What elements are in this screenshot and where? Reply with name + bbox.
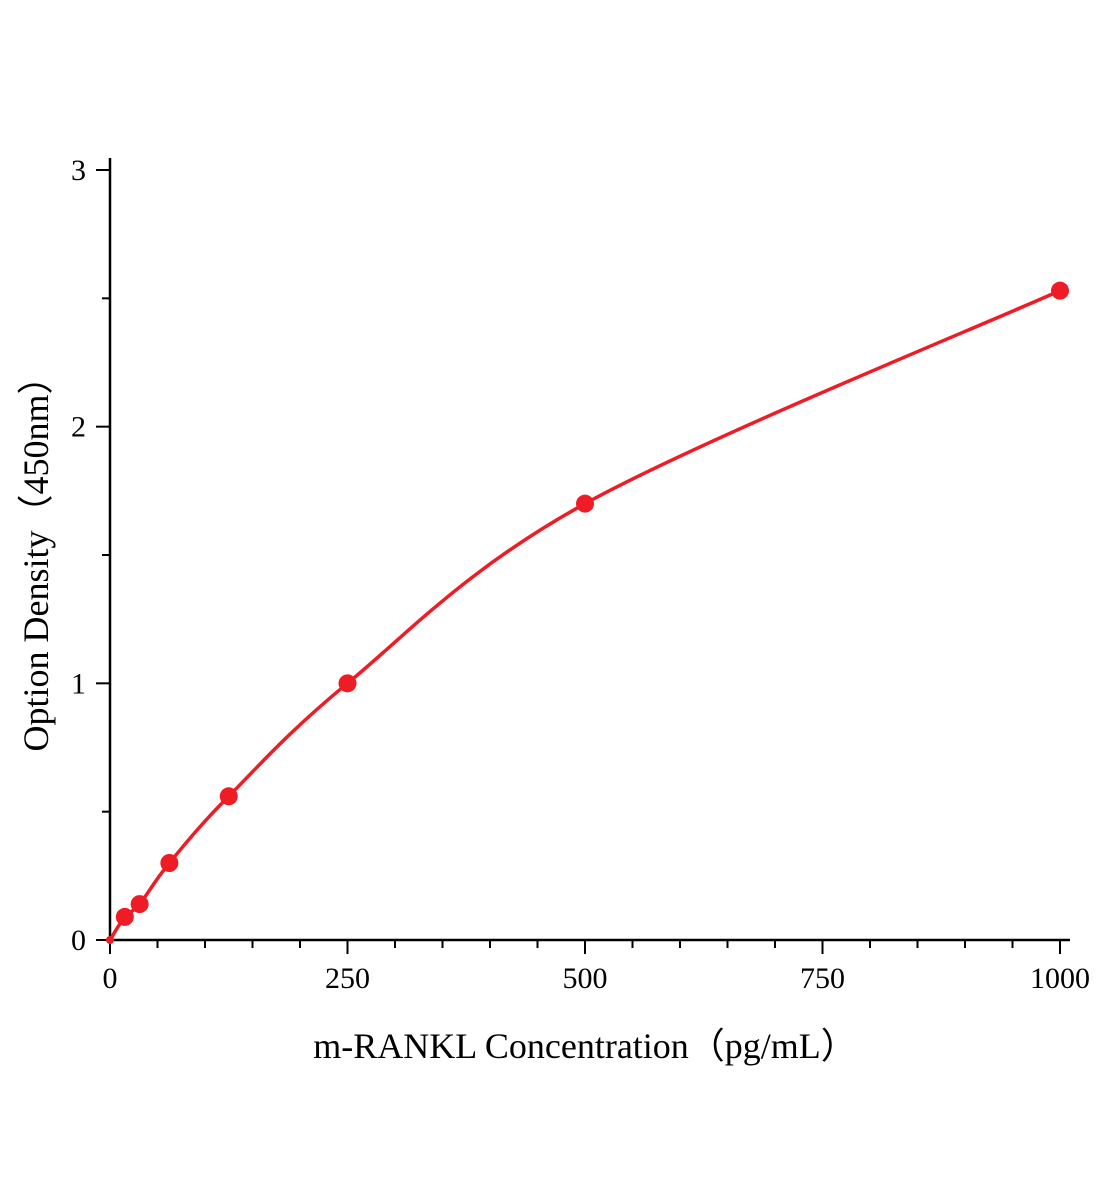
tick-marks <box>96 169 1061 954</box>
x-tick-label: 250 <box>325 962 370 995</box>
y-tick-label: 3 <box>71 154 86 187</box>
tick-labels: 0 250 500 750 1000 0 1 2 3 <box>71 154 1090 995</box>
data-point-marker <box>130 895 149 914</box>
data-point-marker <box>219 787 238 806</box>
axes <box>108 158 1070 942</box>
x-tick-label: 750 <box>800 962 845 995</box>
x-tick-label: 1000 <box>1030 962 1090 995</box>
data-point-marker <box>106 936 114 944</box>
y-axis-label: Option Density（450nm） <box>16 359 56 752</box>
data-point-marker <box>576 494 594 513</box>
x-tick-label: 500 <box>563 962 608 995</box>
y-tick-label: 0 <box>71 924 86 957</box>
data-point-marker <box>338 674 357 693</box>
x-tick-label: 0 <box>103 962 118 995</box>
y-tick-label: 1 <box>71 667 86 700</box>
curve-group <box>108 288 1062 942</box>
data-point-marker <box>1051 281 1069 300</box>
data-points <box>106 281 1069 944</box>
x-axis-label: m-RANKL Concentration（pg/mL） <box>313 1026 857 1066</box>
data-point-marker <box>160 854 179 872</box>
data-point-marker <box>115 907 134 926</box>
y-tick-label: 2 <box>71 411 86 444</box>
standard-curve-line <box>108 288 1062 942</box>
